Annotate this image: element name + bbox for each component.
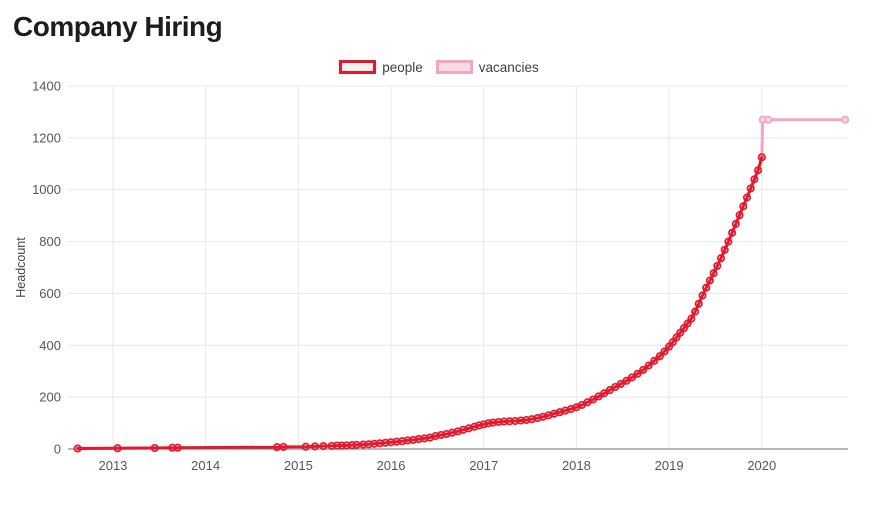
series-people-marker	[484, 419, 493, 428]
series-people-marker	[716, 254, 726, 263]
chart-canvas: 0 200 400 600 800 1000 1200 1400 2013 2014 2015 201…	[14, 79, 850, 473]
series-people-marker	[381, 438, 390, 447]
x-tick-label: 2016	[377, 458, 406, 473]
series-people-marker	[301, 442, 310, 451]
series-people-marker	[73, 444, 82, 453]
y-tick-label: 1200	[32, 130, 61, 145]
legend-swatch-people-icon	[339, 60, 377, 74]
y-tick-label: 800	[39, 234, 61, 249]
series-people-marker	[279, 442, 288, 451]
x-tick-label: 2018	[562, 458, 591, 473]
series-people-marker	[475, 421, 484, 430]
series-people-marker	[702, 283, 711, 292]
series-people-marker	[333, 441, 342, 450]
legend-swatch-vacancies-icon	[435, 60, 473, 74]
y-axis-label: Headcount	[14, 237, 28, 298]
series-people-marker	[742, 193, 752, 202]
series-people-marker	[705, 276, 714, 285]
series-people-marker	[364, 440, 373, 449]
series-people-marker	[750, 175, 759, 184]
series-people-marker	[739, 202, 748, 211]
x-tick-label: 2015	[284, 458, 313, 473]
series-people-marker	[655, 352, 664, 361]
x-tick-label: 2013	[98, 458, 127, 473]
series-vacancies-marker	[764, 115, 773, 124]
series-people-marker	[150, 443, 159, 453]
series-people-marker	[173, 443, 182, 452]
series-people-marker	[713, 261, 722, 270]
series-people-marker	[310, 442, 320, 451]
series-people-marker	[728, 228, 737, 237]
legend-item-people[interactable]: people	[339, 60, 423, 75]
series-people-marker	[746, 184, 755, 193]
y-tick-label: 1400	[32, 79, 61, 94]
series-people-marker	[639, 365, 648, 374]
series-people-marker	[494, 417, 503, 427]
chart-area: 0 200 400 600 800 1000 1200 1400 2013 2014 2015 201…	[0, 79, 878, 483]
y-tick-label: 600	[39, 286, 61, 301]
series-vacancies-marker	[841, 115, 850, 124]
series-people-marker	[691, 307, 700, 316]
series-people-marker	[720, 245, 729, 254]
series-people-marker	[735, 211, 744, 220]
series-people-marker	[113, 444, 122, 453]
page-title: Company Hiring	[13, 11, 223, 42]
series-vacancies-line	[760, 118, 847, 159]
x-tick-label: 2020	[747, 458, 776, 473]
series-people-marker	[754, 166, 763, 175]
y-tick-label: 400	[39, 338, 61, 353]
chart-legend: people vacancies	[0, 57, 878, 77]
series-people-marker	[470, 422, 479, 431]
series-people-marker	[348, 441, 357, 450]
series-people-marker	[622, 376, 631, 385]
series-people-line	[76, 155, 764, 450]
series-people-marker	[757, 153, 766, 162]
series-people-marker	[709, 269, 718, 278]
y-tick-label: 200	[39, 390, 61, 405]
series-people-marker	[168, 443, 177, 452]
series-people-marker	[731, 219, 740, 228]
series-people-marker	[505, 417, 514, 426]
series-people-marker	[650, 356, 659, 365]
y-tick-label: 0	[54, 442, 61, 457]
series-people-marker	[627, 373, 637, 382]
series-people-marker	[687, 314, 696, 323]
series-people-marker	[319, 442, 328, 451]
y-tick-label: 1000	[32, 182, 61, 197]
legend-label-people: people	[382, 59, 423, 75]
series-people-marker	[660, 347, 669, 356]
x-tick-label: 2017	[469, 458, 498, 473]
legend-label-vacancies: vacancies	[478, 59, 539, 75]
series-people-marker	[683, 319, 692, 328]
series-people-marker	[633, 369, 642, 378]
series-people-marker	[698, 291, 707, 300]
legend-item-vacancies[interactable]: vacancies	[435, 59, 539, 75]
series-people-marker	[644, 361, 653, 370]
series-people-marker	[694, 299, 703, 308]
series-people-marker	[337, 441, 346, 450]
x-tick-label: 2019	[655, 458, 684, 473]
series-people-marker	[479, 420, 488, 429]
series-people-marker	[724, 237, 733, 246]
x-tick-label: 2014	[191, 458, 220, 473]
